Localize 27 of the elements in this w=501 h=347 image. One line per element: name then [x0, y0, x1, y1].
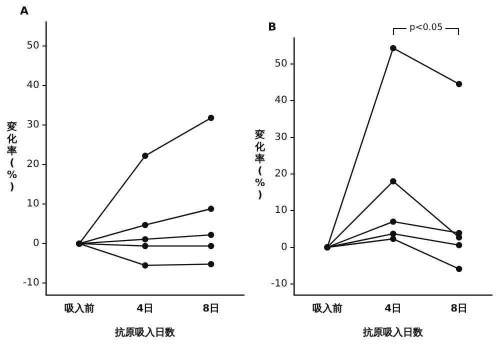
- x-tick-label: 吸入前: [312, 302, 342, 315]
- y-tick-label: 0: [280, 242, 288, 253]
- y-tick-label: -10: [22, 278, 40, 289]
- x-tick-label: 8日: [202, 304, 220, 315]
- chart-title: B: [268, 20, 276, 34]
- x-tick-label: 8日: [450, 304, 468, 315]
- y-tick-label: 10: [26, 198, 40, 210]
- x-axis-title: 抗原吸入日数: [114, 326, 176, 339]
- y-tick-label: 50: [26, 40, 40, 52]
- y-tick-label: 20: [274, 168, 288, 180]
- y-tick-label: 50: [274, 58, 288, 70]
- y-tick-label: 40: [274, 95, 288, 106]
- y-axis-title: 変化率(%): [6, 121, 18, 194]
- y-tick-label: -10: [270, 278, 288, 290]
- y-tick-label: 30: [274, 132, 288, 143]
- y-tick-label: 30: [26, 120, 40, 131]
- text: p<0.05: [406, 22, 446, 34]
- x-tick-label: 吸入前: [64, 302, 94, 315]
- x-tick-label: 4日: [136, 304, 154, 315]
- y-axis-title: 変化率(%): [254, 129, 266, 202]
- y-tick-label: 10: [274, 205, 288, 216]
- x-tick-label: 4日: [384, 304, 402, 315]
- y-tick-label: 0: [32, 238, 40, 250]
- y-tick-label: 40: [26, 80, 40, 92]
- chart-title: A: [20, 4, 29, 18]
- x-axis-title: 抗原吸入日数: [362, 326, 424, 339]
- y-tick-label: 20: [26, 159, 40, 170]
